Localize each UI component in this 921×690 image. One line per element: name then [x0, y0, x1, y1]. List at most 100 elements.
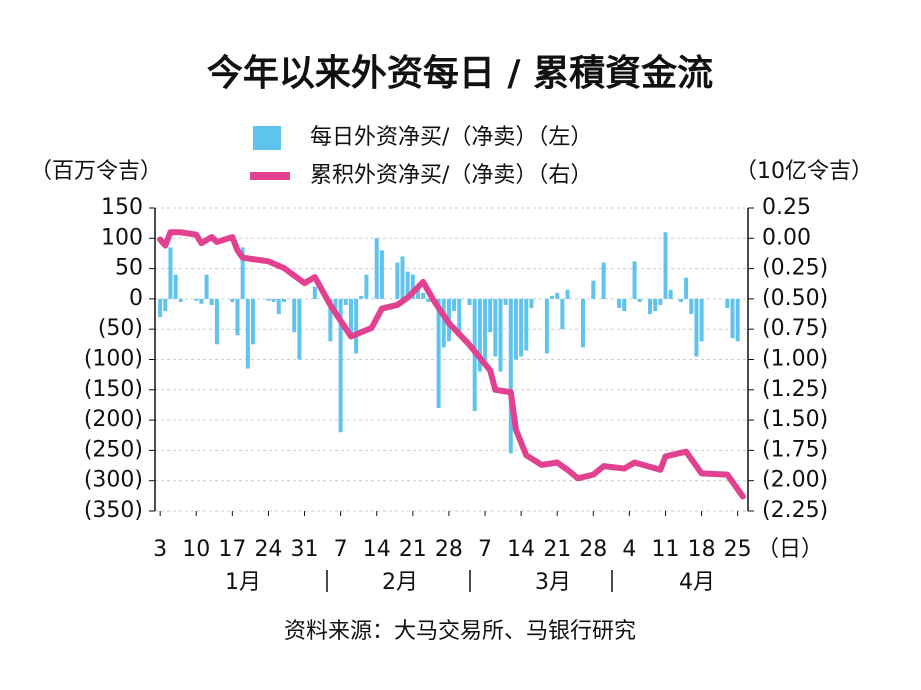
bar — [457, 298, 462, 333]
y2-tick-label: (1.50) — [762, 407, 828, 432]
y-tick-label: 150 — [101, 195, 143, 220]
bar — [555, 292, 560, 299]
x-tick-label: 17 — [218, 537, 246, 562]
y-tick-label: 100 — [101, 225, 143, 250]
x-tick-label: 21 — [399, 537, 427, 562]
bar — [560, 298, 565, 330]
legend-label: 每日外资净买/（净卖）（左） — [310, 125, 592, 150]
x-unit-label: （日） — [757, 537, 823, 562]
bar — [493, 298, 498, 357]
bar — [513, 298, 518, 360]
bar — [395, 262, 400, 299]
bar — [235, 298, 240, 336]
bar — [240, 247, 245, 299]
bar — [524, 298, 529, 351]
line — [157, 229, 746, 500]
y2-tick-label: (1.75) — [762, 437, 828, 462]
bar — [653, 298, 658, 312]
y2-tick-label: 0.25 — [762, 195, 811, 220]
bar — [348, 298, 353, 336]
bar — [281, 298, 286, 302]
bar — [488, 298, 493, 333]
bar — [312, 286, 317, 299]
bar — [637, 298, 642, 302]
x-tick-label: 25 — [724, 537, 752, 562]
month-label: 2月 — [382, 570, 418, 595]
x-tick-label: 28 — [579, 537, 607, 562]
bar — [648, 298, 653, 315]
x-tick-label: 14 — [507, 537, 535, 562]
bar — [678, 298, 683, 302]
bar — [622, 298, 627, 312]
bar — [359, 295, 364, 299]
y-tick-label: (350) — [84, 498, 143, 523]
bar — [699, 298, 704, 342]
bar — [374, 238, 379, 299]
bar — [415, 286, 420, 299]
legend-swatch — [253, 126, 281, 150]
bar — [550, 295, 555, 299]
bar — [158, 298, 163, 318]
bar — [436, 298, 441, 408]
bar — [668, 289, 673, 299]
bar — [735, 298, 740, 342]
bar — [343, 298, 348, 305]
x-tick-label: 31 — [291, 537, 319, 562]
bar — [400, 256, 405, 299]
y-tick-label: (250) — [84, 437, 143, 462]
x-tick-label: 3 — [153, 537, 167, 562]
x-tick-label: 11 — [651, 537, 679, 562]
y2-tick-label: (2.00) — [762, 468, 828, 493]
y-tick-label: 50 — [115, 256, 143, 281]
bar — [632, 261, 637, 299]
x-tick-label: 21 — [543, 537, 571, 562]
bar — [529, 298, 534, 308]
x-tick-label: 7 — [334, 537, 348, 562]
bar — [173, 274, 178, 299]
bar — [297, 298, 302, 360]
bar — [338, 298, 343, 433]
bar — [591, 280, 596, 299]
bar — [209, 298, 214, 305]
x-tick-label: 24 — [254, 537, 282, 562]
chart-title: 今年以来外资每日 / 累積資金流 — [207, 52, 713, 94]
bar — [214, 298, 219, 345]
y-tick-label: (200) — [84, 407, 143, 432]
y-axis-label: （百万令吉） — [30, 159, 162, 184]
legend-label: 累积外资净买/（净卖）（右） — [310, 163, 592, 188]
month-separators — [326, 570, 613, 592]
bar — [601, 262, 606, 299]
y-tick-label: (300) — [84, 468, 143, 493]
bar — [230, 298, 235, 302]
bar — [508, 298, 513, 454]
bar — [498, 298, 503, 372]
bar — [421, 292, 426, 299]
bar — [410, 274, 415, 299]
bar — [663, 232, 668, 299]
y2-tick-label: (0.25) — [762, 256, 828, 281]
bar — [452, 298, 457, 312]
month-label: 4月 — [679, 570, 715, 595]
bar — [467, 298, 472, 305]
month-label: 1月 — [225, 570, 261, 595]
y2-tick-label: 0.00 — [762, 225, 811, 250]
bar — [544, 298, 549, 354]
x-tick-label: 4 — [622, 537, 636, 562]
bar — [163, 298, 168, 312]
y-tick-label: (50) — [98, 316, 143, 341]
bar — [694, 298, 699, 357]
y2-tick-label: (1.00) — [762, 347, 828, 372]
bar — [426, 298, 431, 302]
source: 资料来源：大马交易所、马银行研究 — [284, 619, 636, 644]
bar — [725, 298, 730, 308]
bar — [617, 298, 622, 308]
bar — [565, 289, 570, 299]
y2-tick-label: (0.50) — [762, 286, 828, 311]
bar — [168, 247, 173, 299]
bar — [250, 298, 255, 345]
bar — [519, 298, 524, 357]
bar — [271, 298, 276, 302]
y-tick-label: 0 — [129, 286, 143, 311]
x-tick-label: 28 — [435, 537, 463, 562]
